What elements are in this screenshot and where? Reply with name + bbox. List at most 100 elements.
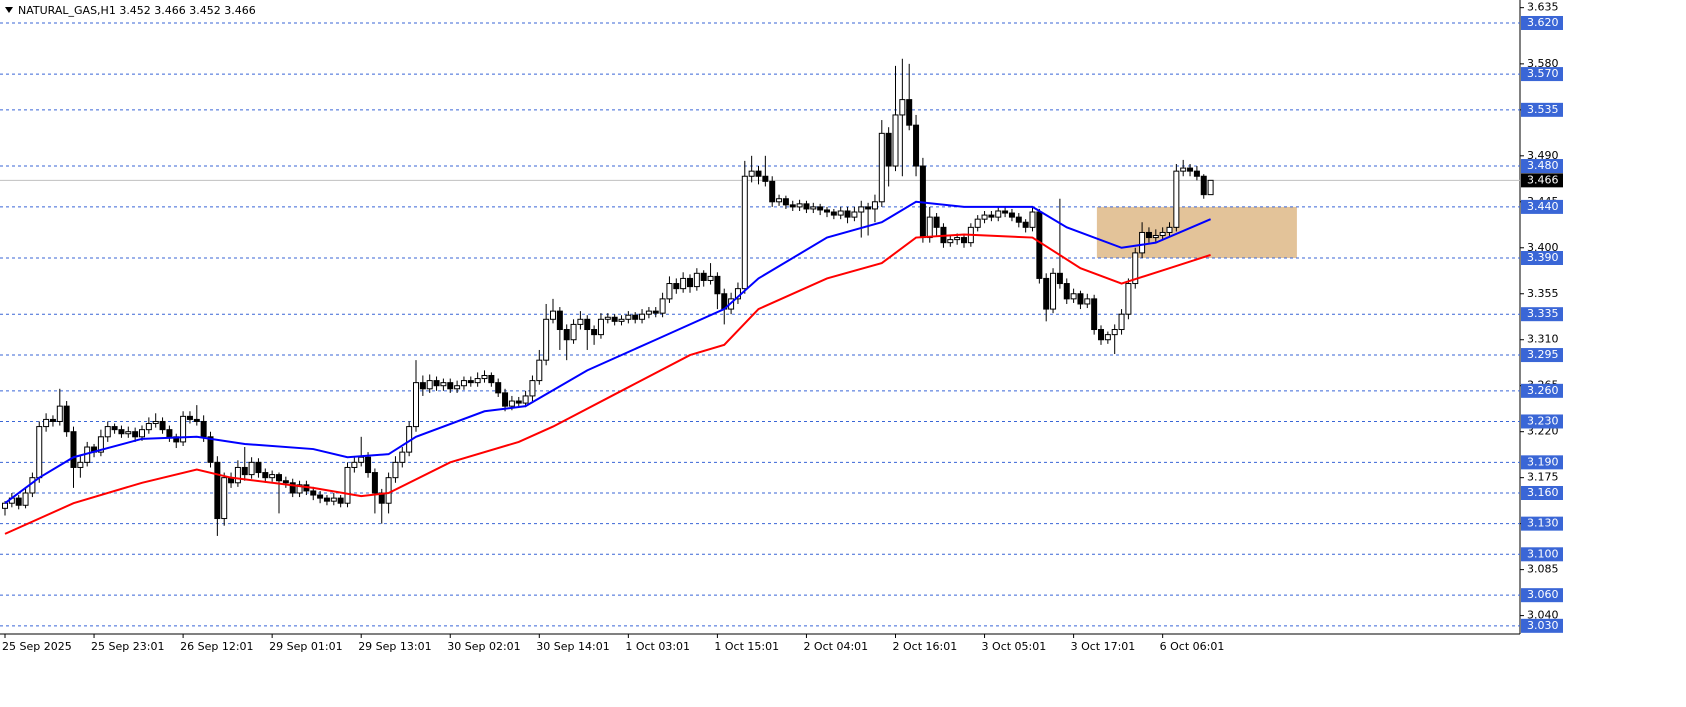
level-label-box [1521,455,1563,470]
candle-body [844,210,851,218]
candle-body [748,170,755,177]
candle-body [310,490,317,496]
candle-body [865,206,872,210]
candle-body [2,502,8,509]
level-label-box [1521,485,1563,500]
candle-body [337,497,344,504]
x-tick-label: 6 Oct 06:01 [1160,640,1225,653]
candle-body [241,466,248,476]
candle-body [97,436,104,453]
candle-body [645,310,652,315]
candle-body [139,429,145,438]
level-label: 3.030 [1527,619,1559,632]
candle-body [1015,216,1022,223]
level-label-box [1521,15,1563,30]
candle-body [460,380,467,387]
candle-body [488,374,495,384]
candle-body [556,310,563,331]
candle-body [385,477,392,504]
candle-body [611,316,618,322]
candle-body [714,275,721,295]
candle-body [159,420,166,431]
candle-body [419,382,426,390]
level-label-box [1521,588,1563,603]
level-label: 3.160 [1527,486,1559,499]
level-label: 3.230 [1527,414,1559,427]
candle-body [1173,170,1180,228]
candle-body [858,206,865,213]
candle-body [1104,334,1111,341]
candle-body [824,209,830,213]
candle-body [495,382,502,394]
y-tick-label: 3.355 [1527,287,1559,300]
candle-body [413,382,419,428]
level-label: 3.390 [1527,251,1559,264]
candle-body [481,374,488,380]
candle-body [63,405,70,433]
candle-body [707,275,714,281]
candle-body [796,203,803,208]
candle-body [680,277,687,290]
candle-body [1125,283,1132,315]
candle-body [933,216,940,228]
level-label-box [1521,414,1563,429]
candle-body [947,239,954,244]
candle-body [1008,212,1015,218]
level-label-box [1521,199,1563,214]
level-label-box [1521,307,1563,322]
candle-body [577,318,584,325]
candle-body [515,400,522,404]
y-tick-label: 3.310 [1527,333,1559,346]
moving-average [4,200,1211,505]
candle-body [1029,211,1036,228]
level-label-box [1521,159,1563,174]
y-tick-label: 3.580 [1527,57,1559,70]
candle-body [1166,226,1173,233]
level-label: 3.130 [1527,517,1559,530]
level-label: 3.190 [1527,455,1559,468]
level-label-box [1521,67,1563,82]
candle-body [474,378,481,384]
level-label: 3.295 [1527,348,1559,361]
candle-body [180,415,187,443]
candle-body [1091,298,1098,331]
chart-title: NATURAL_GAS,H1 3.452 3.466 3.452 3.466 [18,4,256,17]
menu-icon[interactable] [5,7,13,13]
candle-body [536,359,543,382]
candle-body [36,426,43,479]
candle-body [262,472,269,479]
candle-body [666,283,673,300]
candle-body [454,385,461,390]
candle-body [49,418,56,422]
candle-body [104,426,111,438]
y-tick-label: 3.400 [1527,241,1559,254]
candle-body [687,277,693,288]
y-tick-label: 3.490 [1527,149,1559,162]
candle-body [118,429,125,435]
candle-body [652,310,659,314]
candle-body [1036,211,1043,279]
candle-body [1111,329,1118,336]
candle-body [755,170,762,177]
zone [1096,206,1297,258]
y-tick-label: 3.085 [1527,563,1559,576]
candle-body [22,492,29,506]
level-label-box [1521,102,1563,117]
candle-body [166,429,173,438]
level-label-box [1521,383,1563,398]
candle-body [193,418,200,422]
candle-body [591,329,598,336]
candle-body [221,477,228,520]
level-label: 3.260 [1527,384,1559,397]
candle-body [1077,293,1084,305]
level-label: 3.480 [1527,159,1559,172]
candle-body [961,237,967,244]
candle-body [878,132,885,203]
candle-body [508,400,515,407]
candle-body [1098,329,1104,341]
candle-body [296,484,303,494]
candle-body [207,436,214,463]
y-tick-label: 3.040 [1527,609,1559,622]
